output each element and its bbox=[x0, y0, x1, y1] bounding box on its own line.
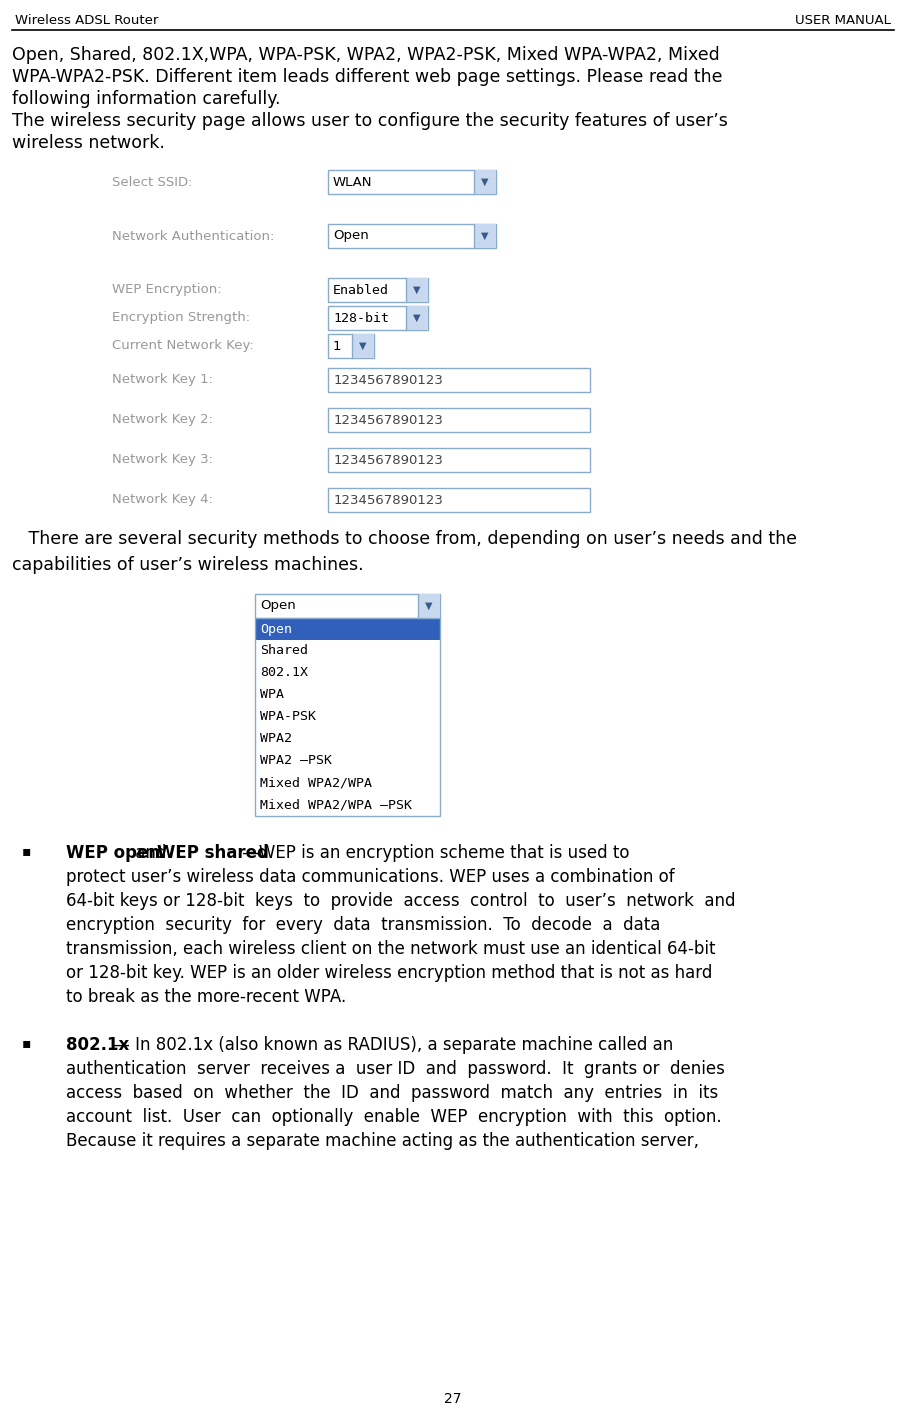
Text: Shared: Shared bbox=[260, 645, 308, 658]
FancyBboxPatch shape bbox=[352, 335, 374, 357]
Text: following information carefully.: following information carefully. bbox=[12, 90, 281, 108]
Text: Wireless ADSL Router: Wireless ADSL Router bbox=[15, 14, 159, 27]
Text: 1234567890123: 1234567890123 bbox=[334, 494, 444, 507]
Text: Open: Open bbox=[333, 229, 369, 242]
Text: Network Key 2:: Network Key 2: bbox=[112, 413, 213, 427]
Text: Network Key 4:: Network Key 4: bbox=[112, 494, 213, 507]
FancyBboxPatch shape bbox=[255, 684, 440, 706]
Text: 1234567890123: 1234567890123 bbox=[334, 453, 444, 467]
FancyBboxPatch shape bbox=[406, 306, 428, 330]
FancyBboxPatch shape bbox=[255, 795, 440, 816]
Text: USER MANUAL: USER MANUAL bbox=[795, 14, 891, 27]
Text: ▼: ▼ bbox=[425, 601, 433, 611]
Text: Network Key 3:: Network Key 3: bbox=[112, 453, 213, 467]
Text: — In 802.1x (also known as RADIUS), a separate machine called an: — In 802.1x (also known as RADIUS), a se… bbox=[108, 1037, 673, 1054]
FancyBboxPatch shape bbox=[255, 618, 440, 639]
Text: WPA-PSK: WPA-PSK bbox=[260, 711, 316, 723]
Text: Open, Shared, 802.1X,WPA, WPA-PSK, WPA2, WPA2-PSK, Mixed WPA-WPA2, Mixed: Open, Shared, 802.1X,WPA, WPA-PSK, WPA2,… bbox=[12, 46, 719, 64]
Text: encryption  security  for  every  data  transmission.  To  decode  a  data: encryption security for every data trans… bbox=[66, 916, 660, 934]
FancyBboxPatch shape bbox=[328, 278, 428, 302]
Text: Encryption Strength:: Encryption Strength: bbox=[112, 312, 250, 325]
Text: There are several security methods to choose from, depending on user’s needs and: There are several security methods to ch… bbox=[12, 530, 797, 548]
Text: to break as the more-recent WPA.: to break as the more-recent WPA. bbox=[66, 988, 346, 1005]
Text: WPA-WPA2-PSK. Different item leads different web page settings. Please read the: WPA-WPA2-PSK. Different item leads diffe… bbox=[12, 68, 722, 85]
FancyBboxPatch shape bbox=[406, 278, 428, 302]
Text: ▼: ▼ bbox=[413, 285, 420, 295]
Text: ▼: ▼ bbox=[413, 313, 420, 323]
FancyBboxPatch shape bbox=[474, 224, 496, 248]
FancyBboxPatch shape bbox=[418, 594, 440, 618]
Text: authentication  server  receives a  user ID  and  password.  It  grants or  deni: authentication server receives a user ID… bbox=[66, 1059, 725, 1078]
Text: ▪: ▪ bbox=[22, 1037, 32, 1049]
Text: Mixed WPA2/WPA: Mixed WPA2/WPA bbox=[260, 776, 372, 789]
Text: 802.1X: 802.1X bbox=[260, 666, 308, 679]
Text: Select SSID:: Select SSID: bbox=[112, 175, 192, 188]
Text: protect user’s wireless data communications. WEP uses a combination of: protect user’s wireless data communicati… bbox=[66, 869, 675, 886]
Text: Network Key 1:: Network Key 1: bbox=[112, 373, 213, 386]
Text: Open: Open bbox=[260, 600, 295, 612]
Text: ▼: ▼ bbox=[481, 177, 488, 187]
FancyBboxPatch shape bbox=[328, 488, 590, 513]
FancyBboxPatch shape bbox=[255, 662, 440, 684]
FancyBboxPatch shape bbox=[328, 335, 374, 357]
Text: account  list.  User  can  optionally  enable  WEP  encryption  with  this  opti: account list. User can optionally enable… bbox=[66, 1108, 721, 1126]
Text: The wireless security page allows user to configure the security features of use: The wireless security page allows user t… bbox=[12, 112, 728, 130]
Text: Mixed WPA2/WPA –PSK: Mixed WPA2/WPA –PSK bbox=[260, 799, 412, 812]
FancyBboxPatch shape bbox=[328, 169, 496, 194]
Text: Because it requires a separate machine acting as the authentication server,: Because it requires a separate machine a… bbox=[66, 1132, 699, 1151]
Text: 802.1x: 802.1x bbox=[66, 1037, 130, 1054]
Text: and: and bbox=[130, 844, 171, 862]
Text: ▼: ▼ bbox=[481, 231, 488, 241]
FancyBboxPatch shape bbox=[328, 449, 590, 471]
Text: —WEP is an encryption scheme that is used to: —WEP is an encryption scheme that is use… bbox=[237, 844, 630, 862]
Text: 1234567890123: 1234567890123 bbox=[334, 413, 444, 427]
Text: WLAN: WLAN bbox=[333, 175, 372, 188]
Text: wireless network.: wireless network. bbox=[12, 134, 165, 152]
Text: WPA: WPA bbox=[260, 688, 284, 702]
FancyBboxPatch shape bbox=[255, 728, 440, 750]
FancyBboxPatch shape bbox=[328, 409, 590, 431]
Text: 64-bit keys or 128-bit  keys  to  provide  access  control  to  user’s  network : 64-bit keys or 128-bit keys to provide a… bbox=[66, 891, 736, 910]
FancyBboxPatch shape bbox=[255, 772, 440, 795]
FancyBboxPatch shape bbox=[255, 750, 440, 772]
Text: 1234567890123: 1234567890123 bbox=[334, 373, 444, 386]
Text: or 128-bit key. WEP is an older wireless encryption method that is not as hard: or 128-bit key. WEP is an older wireless… bbox=[66, 964, 712, 983]
Text: Enabled: Enabled bbox=[333, 283, 389, 296]
Text: Current Network Key:: Current Network Key: bbox=[112, 339, 254, 353]
Text: 1: 1 bbox=[333, 339, 342, 353]
FancyBboxPatch shape bbox=[328, 367, 590, 392]
Text: 27: 27 bbox=[444, 1393, 462, 1405]
Text: ▼: ▼ bbox=[360, 340, 367, 350]
Text: ▪: ▪ bbox=[22, 844, 32, 859]
Text: access  based  on  whether  the  ID  and  password  match  any  entries  in  its: access based on whether the ID and passw… bbox=[66, 1084, 718, 1102]
FancyBboxPatch shape bbox=[255, 639, 440, 662]
FancyBboxPatch shape bbox=[255, 594, 440, 618]
FancyBboxPatch shape bbox=[255, 706, 440, 728]
Text: transmission, each wireless client on the network must use an identical 64-bit: transmission, each wireless client on th… bbox=[66, 940, 716, 958]
Text: Network Authentication:: Network Authentication: bbox=[112, 229, 275, 242]
Text: WEP shared: WEP shared bbox=[157, 844, 269, 862]
Text: WEP Encryption:: WEP Encryption: bbox=[112, 283, 222, 296]
Text: capabilities of user’s wireless machines.: capabilities of user’s wireless machines… bbox=[12, 555, 363, 574]
FancyBboxPatch shape bbox=[474, 169, 496, 194]
Text: WPA2: WPA2 bbox=[260, 732, 292, 746]
FancyBboxPatch shape bbox=[328, 224, 496, 248]
Text: Open: Open bbox=[260, 622, 292, 635]
Text: WPA2 –PSK: WPA2 –PSK bbox=[260, 755, 332, 768]
Text: WEP open: WEP open bbox=[66, 844, 160, 862]
FancyBboxPatch shape bbox=[328, 306, 428, 330]
Text: 128-bit: 128-bit bbox=[333, 312, 389, 325]
